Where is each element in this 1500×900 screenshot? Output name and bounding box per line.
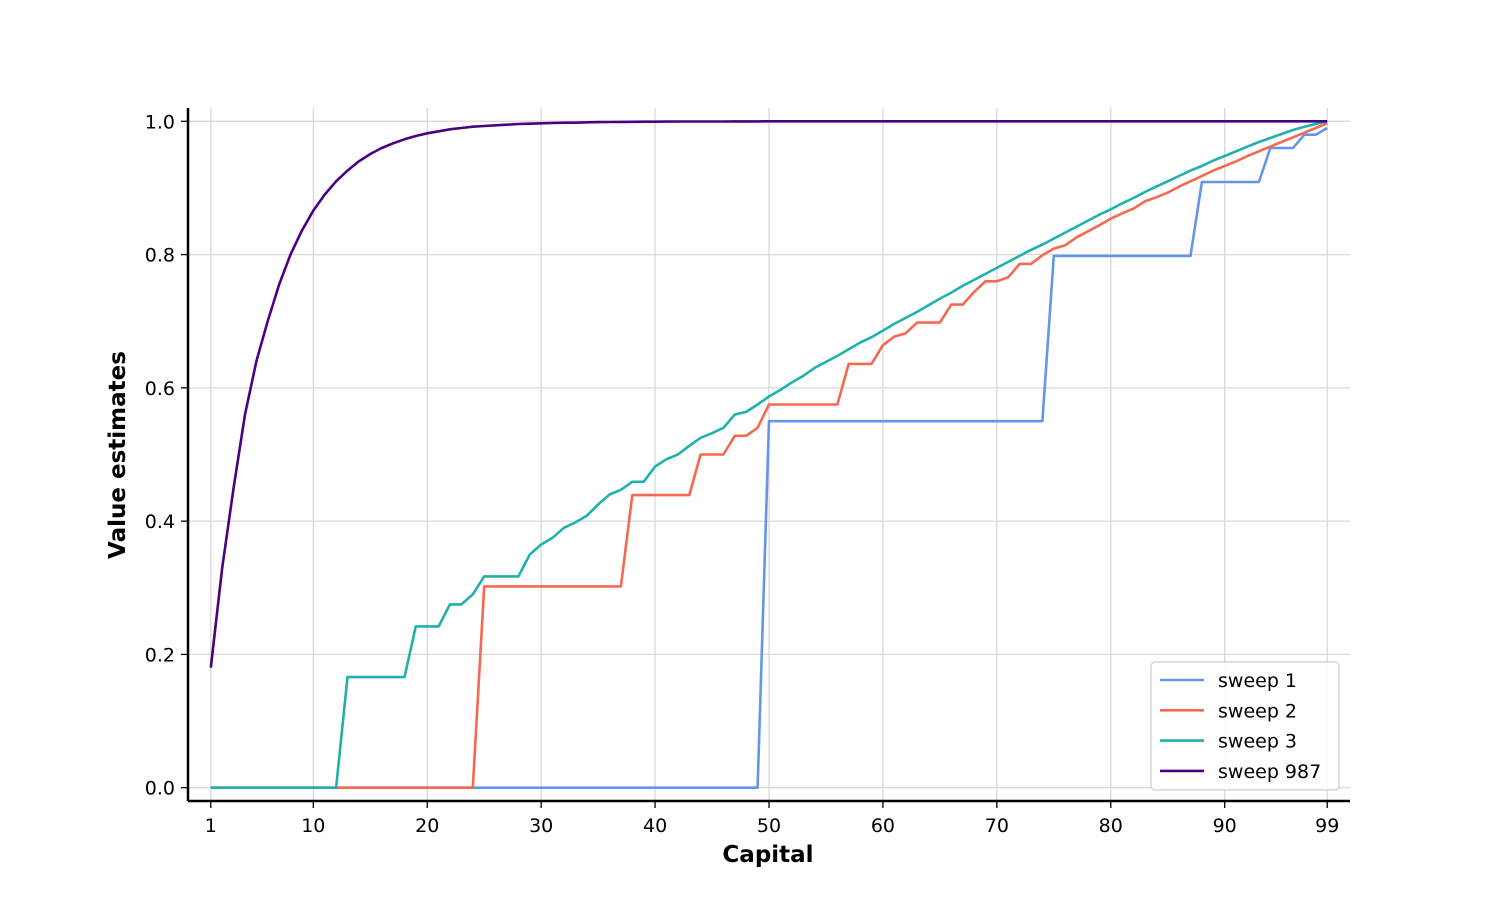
- x-ticks: 1 10 20 30 40 50 60 70 80 90 99: [205, 801, 1339, 837]
- y-tick-label: 0.0: [145, 778, 175, 800]
- y-ticks: 0.0 0.2 0.4 0.6 0.8 1.0: [145, 111, 188, 800]
- x-tick-label: 99: [1315, 815, 1339, 837]
- x-tick-label: 80: [1099, 815, 1123, 837]
- legend-label: sweep 3: [1218, 731, 1297, 753]
- y-tick-label: 0.4: [145, 511, 175, 533]
- y-tick-label: 1.0: [145, 111, 175, 133]
- y-tick-label: 0.2: [145, 644, 175, 666]
- series-line-3: [210, 120, 1328, 790]
- x-tick-label: 40: [643, 815, 667, 837]
- x-tick-label: 20: [415, 815, 439, 837]
- series-line-4: [209, 120, 1328, 668]
- series-lines: [209, 120, 1328, 790]
- x-tick-label: 70: [985, 815, 1009, 837]
- legend: sweep 1 sweep 2 sweep 3 sweep 987: [1150, 661, 1340, 791]
- x-tick-label: 50: [757, 815, 781, 837]
- legend-label: sweep 987: [1218, 761, 1321, 783]
- x-tick-label: 30: [529, 815, 553, 837]
- x-tick-label: 1: [205, 815, 217, 837]
- series-line-2: [210, 122, 1328, 790]
- legend-label: sweep 2: [1218, 700, 1297, 722]
- x-tick-label: 60: [871, 815, 895, 837]
- x-tick-label: 10: [301, 815, 325, 837]
- legend-label: sweep 1: [1218, 670, 1297, 692]
- x-tick-label: 90: [1213, 815, 1237, 837]
- y-axis-label: Value estimates: [105, 351, 131, 559]
- y-tick-label: 0.6: [145, 378, 175, 400]
- legend-box: [1150, 661, 1340, 791]
- x-axis-label: Capital: [722, 842, 813, 868]
- y-tick-label: 0.8: [145, 245, 175, 267]
